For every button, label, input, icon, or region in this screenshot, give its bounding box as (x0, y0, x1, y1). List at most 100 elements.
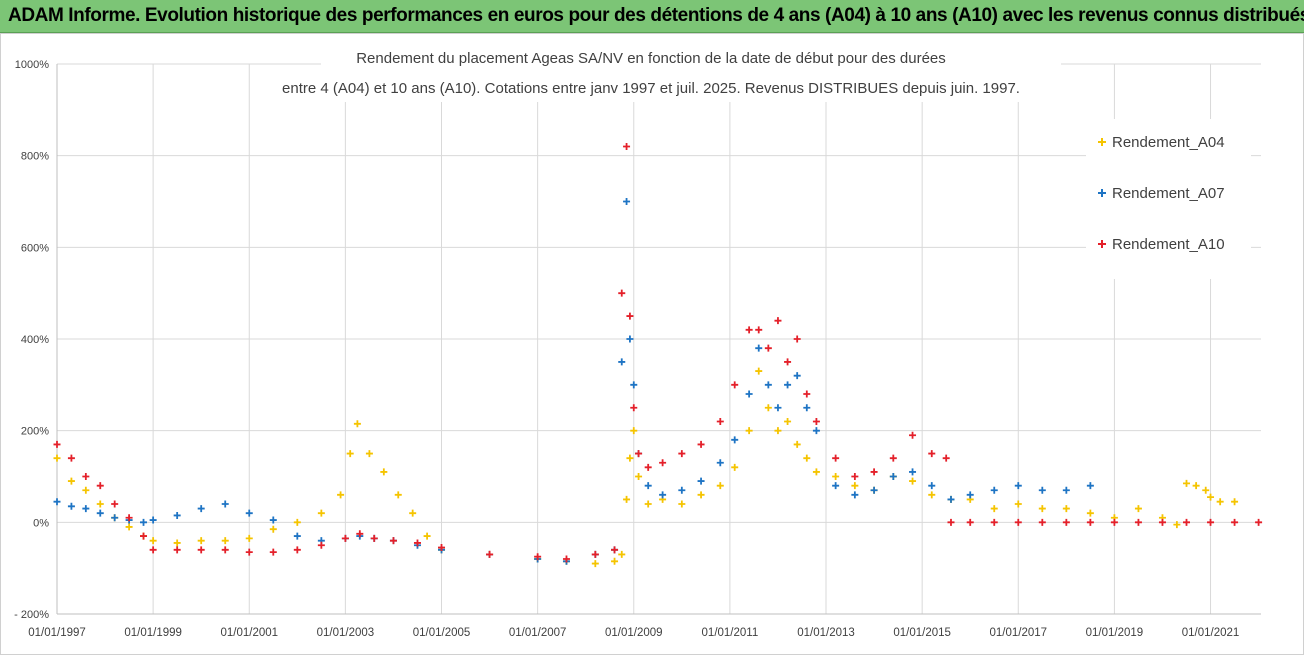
point-Rendement_A04 (149, 537, 157, 545)
point-Rendement_A07 (149, 516, 157, 524)
point-Rendement_A04 (96, 500, 104, 508)
point-Rendement_A10 (562, 555, 570, 563)
point-Rendement_A10 (486, 550, 494, 558)
point-Rendement_A10 (611, 546, 619, 554)
point-Rendement_A07 (774, 404, 782, 412)
point-Rendement_A10 (53, 440, 61, 448)
point-Rendement_A04 (337, 491, 345, 499)
point-Rendement_A07 (245, 509, 253, 517)
point-Rendement_A10 (716, 418, 724, 425)
point-Rendement_A10 (356, 530, 364, 538)
point-Rendement_A07 (966, 491, 974, 499)
point-Rendement_A07 (889, 473, 897, 480)
x-tick-label: 01/01/2021 (1182, 627, 1240, 639)
x-tick-label: 01/01/2019 (1086, 627, 1144, 639)
point-Rendement_A04 (1086, 509, 1094, 517)
point-Rendement_A10 (630, 404, 638, 412)
x-tick-label: 01/01/2003 (317, 627, 375, 639)
y-tick-label: 200% (21, 426, 49, 438)
point-Rendement_A10 (626, 312, 634, 320)
x-tick-label: 01/01/2017 (989, 627, 1047, 639)
point-Rendement_A10 (644, 463, 652, 471)
legend-marker (1098, 189, 1106, 197)
point-Rendement_A07 (623, 198, 631, 205)
point-Rendement_A10 (149, 546, 157, 554)
point-Rendement_A04 (125, 523, 133, 531)
point-Rendement_A10 (67, 454, 75, 462)
point-Rendement_A04 (380, 468, 388, 476)
point-Rendement_A07 (947, 495, 955, 503)
point-Rendement_A10 (966, 518, 974, 526)
point-Rendement_A04 (67, 477, 75, 485)
point-Rendement_A10 (618, 289, 626, 297)
point-Rendement_A04 (697, 491, 705, 499)
point-Rendement_A07 (1062, 486, 1070, 494)
point-Rendement_A07 (269, 516, 277, 524)
chart-title-line2: entre 4 (A04) et 10 ans (A10). Cotations… (282, 80, 1020, 97)
point-Rendement_A10 (764, 344, 772, 352)
y-axis-ticks: 1000% 800% 600% 400% 200% 0% - 200% (14, 59, 49, 621)
point-Rendement_A04 (1202, 486, 1210, 494)
point-Rendement_A10 (221, 546, 229, 554)
point-Rendement_A07 (745, 390, 753, 398)
point-Rendement_A04 (53, 454, 61, 462)
legend-item: Rendement_A10 (1098, 236, 1225, 253)
point-Rendement_A10 (731, 381, 739, 389)
point-Rendement_A10 (942, 454, 950, 462)
point-Rendement_A04 (678, 500, 686, 508)
point-Rendement_A04 (173, 539, 181, 547)
point-Rendement_A04 (626, 454, 634, 462)
point-Rendement_A10 (140, 532, 148, 540)
point-Rendement_A10 (928, 450, 936, 458)
point-Rendement_A04 (409, 509, 417, 517)
banner-title: ADAM Informe. Evolution historique des p… (8, 5, 1304, 26)
point-Rendement_A07 (67, 502, 75, 510)
point-Rendement_A10 (1110, 518, 1118, 526)
point-Rendement_A07 (630, 381, 638, 389)
point-Rendement_A10 (413, 539, 421, 547)
point-Rendement_A10 (678, 450, 686, 458)
x-tick-label: 01/01/1999 (124, 627, 182, 639)
title-background (321, 42, 1061, 102)
y-tick-label: 800% (21, 151, 49, 163)
point-Rendement_A04 (1192, 482, 1200, 490)
series-Rendement_A07 (53, 198, 1094, 565)
point-Rendement_A07 (293, 532, 301, 540)
point-Rendement_A07 (716, 459, 724, 467)
point-Rendement_A07 (793, 372, 801, 380)
point-Rendement_A04 (293, 518, 301, 526)
point-Rendement_A07 (96, 509, 104, 517)
grid-horizontal (57, 63, 1261, 615)
point-Rendement_A10 (197, 546, 205, 554)
point-Rendement_A07 (731, 436, 739, 444)
point-Rendement_A04 (1216, 498, 1224, 506)
point-Rendement_A07 (221, 500, 229, 508)
chart: 1000% 800% 600% 400% 200% 0% - 200% 01/01/1997… (14, 42, 1263, 639)
plot-marks (53, 143, 1263, 568)
point-Rendement_A04 (591, 560, 599, 568)
y-tick-label: 400% (21, 334, 49, 346)
point-Rendement_A10 (341, 534, 349, 542)
point-Rendement_A07 (832, 482, 840, 490)
point-Rendement_A10 (623, 143, 631, 150)
point-Rendement_A10 (803, 390, 811, 398)
point-Rendement_A04 (346, 450, 354, 458)
point-Rendement_A10 (635, 450, 643, 458)
y-tick-label: - 200% (14, 609, 49, 621)
point-Rendement_A10 (1038, 518, 1046, 526)
point-Rendement_A07 (53, 498, 61, 506)
point-Rendement_A07 (784, 381, 792, 389)
point-Rendement_A07 (644, 482, 652, 490)
point-Rendement_A10 (370, 534, 378, 542)
point-Rendement_A10 (1062, 518, 1070, 526)
legend-label: Rendement_A10 (1112, 236, 1225, 253)
point-Rendement_A04 (1134, 505, 1142, 513)
point-Rendement_A07 (764, 381, 772, 389)
point-Rendement_A04 (1231, 498, 1239, 506)
legend-label: Rendement_A04 (1112, 134, 1225, 151)
point-Rendement_A04 (423, 532, 431, 540)
point-Rendement_A04 (1207, 493, 1215, 501)
point-Rendement_A07 (82, 505, 90, 513)
x-tick-label: 01/01/2013 (797, 627, 855, 639)
legend-marker (1098, 138, 1106, 146)
